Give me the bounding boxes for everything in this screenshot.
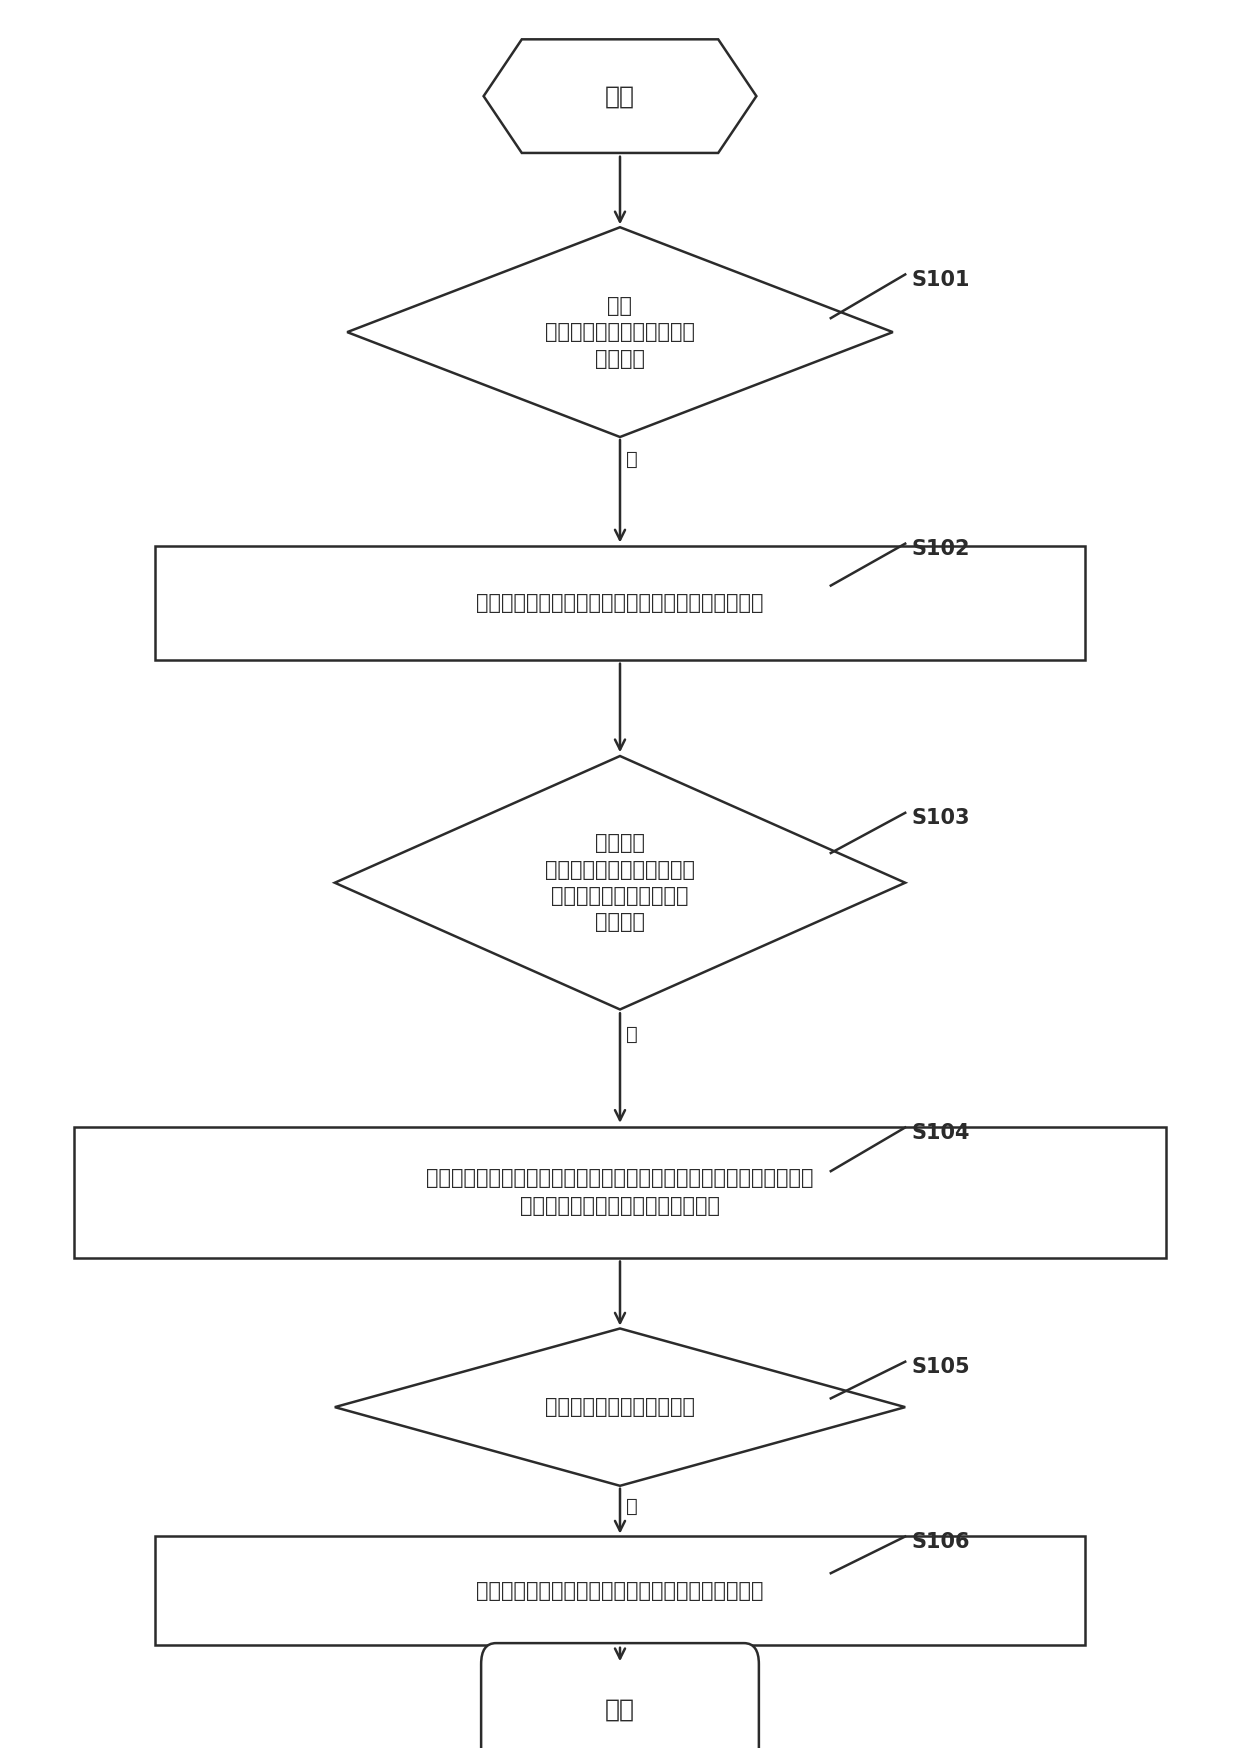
- Bar: [155, 1536, 1085, 1645]
- Text: 连续多次
判断失效电池的电压与平均
电压之间的压差是否低于
第一阈值: 连续多次 判断失效电池的电压与平均 电压之间的压差是否低于 第一阈值: [546, 834, 694, 932]
- Bar: [74, 1127, 1166, 1259]
- Polygon shape: [335, 1328, 905, 1486]
- Text: 否: 否: [626, 1026, 637, 1044]
- Text: 按照第二预设规律增加车用燃料电池的排氢频率，并按照第三预设规则
增加车用燃料电池的氢气循环泵转速: 按照第二预设规律增加车用燃料电池的排氢频率，并按照第三预设规则 增加车用燃料电池…: [427, 1168, 813, 1217]
- Text: S105: S105: [911, 1356, 970, 1377]
- Text: S106: S106: [911, 1531, 970, 1552]
- Text: 结束: 结束: [605, 1697, 635, 1722]
- Text: S104: S104: [911, 1122, 970, 1143]
- Text: S101: S101: [911, 269, 970, 290]
- Text: 判断压差是否低于第一阈值: 判断压差是否低于第一阈值: [546, 1397, 694, 1418]
- Text: S103: S103: [911, 808, 970, 829]
- Text: 降低车用燃料电池的最大功率，使压差低于第二阈值: 降低车用燃料电池的最大功率，使压差低于第二阈值: [476, 1580, 764, 1601]
- Text: S102: S102: [911, 538, 970, 559]
- Text: 开始: 开始: [605, 84, 635, 108]
- Polygon shape: [335, 755, 905, 1010]
- Text: 是: 是: [626, 451, 637, 468]
- Text: 判断
车用燃料电池是否发生单节
电池失效: 判断 车用燃料电池是否发生单节 电池失效: [546, 295, 694, 369]
- Text: 否: 否: [626, 1498, 637, 1516]
- FancyBboxPatch shape: [481, 1643, 759, 1748]
- Bar: [155, 545, 1085, 659]
- Polygon shape: [347, 227, 893, 437]
- Text: 按照第一预设规律增加车用燃料电池的阴极气体流量: 按照第一预设规律增加车用燃料电池的阴极气体流量: [476, 593, 764, 614]
- Polygon shape: [484, 40, 756, 154]
